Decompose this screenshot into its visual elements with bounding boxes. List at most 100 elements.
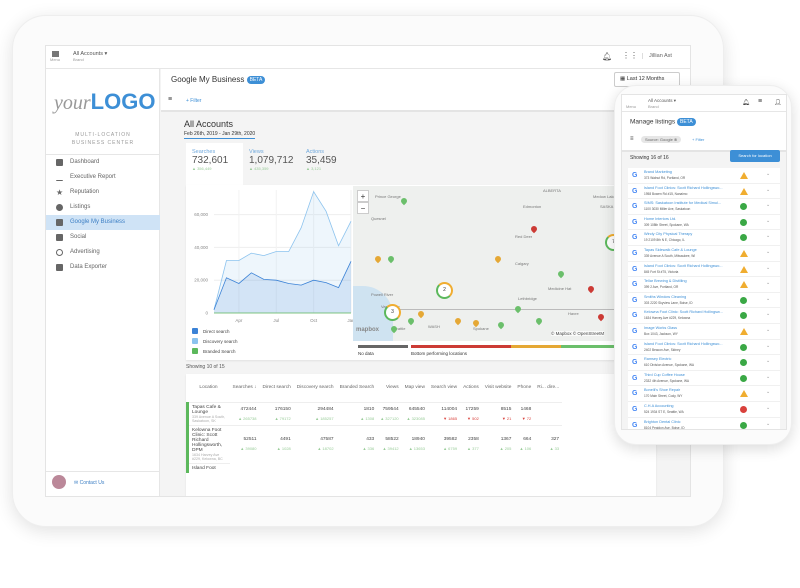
chevron-down-icon[interactable]: ⌄ [766,373,771,380]
column-header[interactable]: Phone [517,385,532,391]
column-header[interactable]: Views [385,385,399,391]
map-pin-icon[interactable] [513,304,523,314]
menu-button[interactable]: Menu [49,51,61,62]
bell-icon[interactable]: 🔔︎ [602,52,613,61]
chevron-down-icon[interactable]: ⌄ [766,202,771,209]
column-header[interactable]: Location [199,385,218,391]
hamburger-icon[interactable]: ≡ [758,98,763,105]
listing-item[interactable]: G Island Foot Clinics: Scott Richard Holl… [628,261,780,278]
map-pin-icon[interactable] [493,254,503,264]
listing-name[interactable]: Smiths Window Cleaning [644,294,687,299]
listing-name[interactable]: Home Interiors Ltd. [644,216,677,221]
map-pin-icon[interactable] [406,316,416,326]
chevron-down-icon[interactable]: ⌄ [766,389,771,396]
account-selector[interactable]: All Accounts ▾ Brand [73,51,107,62]
table-row[interactable]: Island Foot [186,462,563,473]
map-pin-icon[interactable] [529,224,539,234]
add-filter-button[interactable]: + Filter [692,137,705,142]
sidebar-item-dashboard[interactable]: Dashboard [46,155,160,170]
listing-item[interactable]: G Smiths Window Cleaning 303 2220 Skyview … [628,292,780,309]
chevron-down-icon[interactable]: ⌄ [766,280,771,287]
listing-name[interactable]: Ramsey Electric [644,357,672,362]
zoom-out-button[interactable]: − [357,202,369,214]
chevron-down-icon[interactable]: ⌄ [766,295,771,302]
listing-item[interactable]: G Brighton Dental Clinic 8104 Peaidon Ave,… [628,417,780,429]
listing-item[interactable]: G SIMS: Saskatoon Institute for Medical S… [628,199,780,215]
column-header[interactable]: Searches ↓ [232,385,257,391]
column-header[interactable]: Visit website [484,385,512,391]
map-pin-icon[interactable] [416,309,426,319]
sidebar-item-listings[interactable]: Listings [46,200,160,215]
listing-name[interactable]: Island Foot Clinics: Scott Richard Holli… [644,263,723,268]
listing-item[interactable]: G Kelowna Foot Clinic: Scott Richard Holl… [628,308,780,324]
filter-icon[interactable]: ≡ [630,136,634,142]
listing-item[interactable]: G Image Works Glass Box 1043, Jackson, WY ⌄ [628,324,780,340]
listing-name[interactable]: Island Foot Clinics: Scott Richard Holli… [644,341,723,346]
stat-tab-actions[interactable]: Actions 35,459 ▲ 3,121 [306,149,337,171]
chevron-down-icon[interactable]: ⌄ [766,405,771,411]
table-row[interactable]: Kelowna Foot Clinic: Scott Richard Holli… [186,424,563,463]
listing-item[interactable]: G Third Cup Coffee House 2332 4th Avenue, … [628,370,780,387]
listing-item[interactable]: G Brand Marketing 373 Walnut Rd, Portland,… [628,168,780,184]
stat-tab-views[interactable]: Views 1,079,712 ▲ 435,359 [249,149,294,171]
chevron-down-icon[interactable]: ⌄ [766,420,771,427]
listing-item[interactable]: G Ramsey Electric 610 Division Avenue, Spo… [628,355,780,371]
listing-name[interactable]: Bonelli's Shoe Repair [644,388,681,393]
sidebar-item-advertising[interactable]: Advertising [46,245,160,260]
map-pin-icon[interactable] [453,316,463,326]
location-cell[interactable]: Island Foot [186,462,230,473]
location-cell[interactable]: Kelowna Foot Clinic: Scott Richard Holli… [186,424,230,463]
column-header[interactable]: Branded Search [339,385,375,391]
search-location-button[interactable]: Search for location [730,150,780,162]
map-pin-icon[interactable] [586,284,596,294]
summary-dates[interactable]: Feb 26th, 2019 - Jan 29th, 2020 [184,131,256,139]
source-chip[interactable]: Source: Google ⊗ [641,136,682,143]
listing-item[interactable]: G Home Interiors Ltd. 309 108th Street, Sp… [628,214,780,231]
chevron-down-icon[interactable]: ⌄ [766,186,771,193]
bell-icon[interactable]: 🔔︎ [742,100,750,106]
zoom-in-button[interactable]: + [357,190,369,202]
sidebar-item-reputation[interactable]: ★ Reputation [46,185,160,200]
listing-name[interactable]: Kelowna Foot Clinic: Scott Richard Holli… [644,310,723,315]
map-pin-icon[interactable] [386,254,396,264]
listing-name[interactable]: Brighton Dental Clinic [644,419,681,424]
filter-icon[interactable]: ≡ [168,96,173,103]
column-header[interactable]: Direct search [262,385,291,391]
chevron-down-icon[interactable]: ⌄ [766,358,771,365]
stat-tab-searches[interactable]: Searches 732,601 ▲ 356,449 [186,143,243,185]
map-pin-icon[interactable] [496,320,506,330]
listing-name[interactable]: C.H.A Accounting [644,404,674,408]
map-pin-icon[interactable] [556,269,566,279]
sidebar-item-social[interactable]: Social [46,230,160,245]
table-row[interactable]: Tapas Cafe & Lounge 339 Avenue A South, S… [186,401,563,425]
column-header[interactable]: Ri... dire... [537,385,560,391]
map-pin-icon[interactable] [399,196,409,206]
chevron-down-icon[interactable]: ⌄ [766,217,771,224]
add-filter-button[interactable]: + Filter [186,98,202,104]
sidebar-item-google-my-business[interactable]: Google My Business [46,215,160,230]
listing-item[interactable]: G C.H.A Accounting 524 1934 ST E, Seattle,… [628,402,780,418]
map-cluster[interactable]: 3 [384,304,401,321]
chevron-down-icon[interactable]: ⌄ [766,327,771,333]
listing-item[interactable]: G Bonelli's Shoe Repair 170 Main Street, C… [628,386,780,402]
chevron-down-icon[interactable]: ⌄ [766,264,771,271]
map-pin-icon[interactable] [596,312,606,322]
phone-menu-button[interactable]: Menu [626,104,637,109]
listing-item[interactable]: G Windy City Physical Therapy 19 2109 8th … [628,230,780,246]
user-icon[interactable]: 👤︎ [774,100,782,106]
chevron-down-icon[interactable]: ⌄ [766,342,771,349]
chevron-down-icon[interactable]: ⌄ [766,233,771,240]
listing-name[interactable]: Tellar Brewing & Distilling [644,279,687,284]
column-header[interactable]: Actions [463,385,479,391]
apps-grid-icon[interactable]: ⋮⋮ [622,51,638,60]
sidebar-item-executive-report[interactable]: Executive Report [46,170,160,185]
chevron-down-icon[interactable]: ⌄ [766,311,771,318]
listing-name[interactable]: SIMS: Saskatoon Institute for Medical Si… [644,201,722,206]
map-pin-icon[interactable] [373,254,383,264]
column-header[interactable]: Map view [404,385,425,391]
listing-item[interactable]: G Island Foot Clinics: Scott Richard Holl… [628,339,780,356]
map-pin-icon[interactable] [534,316,544,326]
listing-name[interactable]: Third Cup Coffee House [644,372,685,377]
listing-item[interactable]: G Tapas Sidewalk Cafe & Lounge 339 Avenue … [628,246,780,262]
user-menu[interactable]: Jillian Ast [642,53,672,59]
